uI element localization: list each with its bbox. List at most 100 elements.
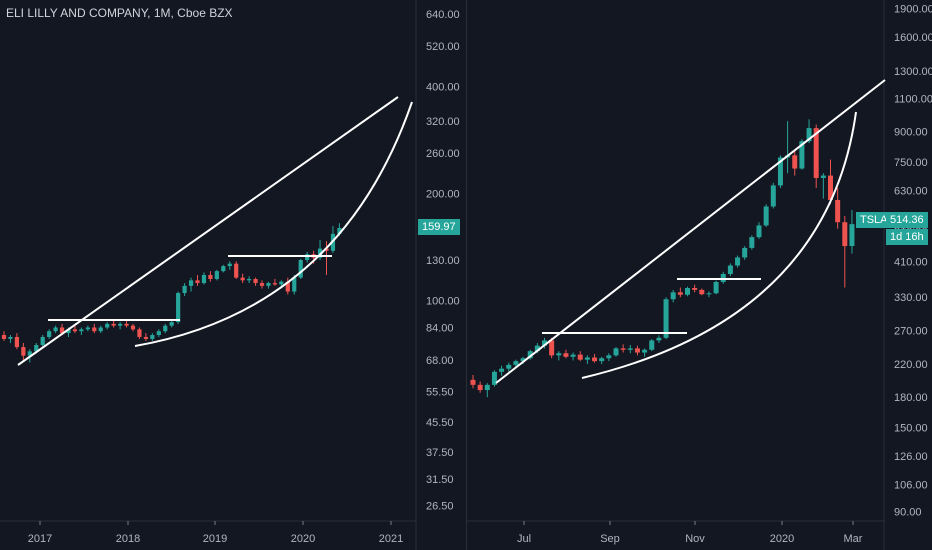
left-candle-30 bbox=[195, 275, 200, 286]
right-candle-body-28 bbox=[670, 292, 676, 300]
left-candle-body-6 bbox=[40, 336, 45, 346]
right-candle-44 bbox=[785, 121, 791, 174]
chart-pane-lly[interactable]: 640.00 520.00 400.00 320.00 260.00 200.00 130.… bbox=[0, 0, 466, 550]
right-candle-37 bbox=[735, 255, 741, 268]
tsla-trendlines bbox=[495, 79, 886, 384]
right-candle-body-34 bbox=[713, 281, 719, 294]
right-candle-body-36 bbox=[727, 265, 733, 274]
right-y-tick-3: 1100.00 bbox=[894, 94, 932, 106]
right-candle-body-32 bbox=[699, 289, 705, 295]
right-candle-body-39 bbox=[749, 237, 755, 248]
left-x-tick-2: 2019 bbox=[203, 533, 227, 545]
right-x-tick-1: Sep bbox=[600, 533, 620, 545]
right-candle-body-17 bbox=[592, 357, 598, 362]
right-candle-body-14 bbox=[570, 354, 576, 357]
right-candle-40 bbox=[756, 222, 762, 239]
left-candle-26 bbox=[169, 320, 174, 328]
right-candle-body-15 bbox=[577, 354, 583, 360]
left-y-tick-0: 640.00 bbox=[426, 9, 460, 21]
tsla-upper-trendline bbox=[495, 79, 886, 384]
left-candle-body-10 bbox=[66, 329, 71, 334]
left-candle-body-22 bbox=[143, 336, 148, 339]
tsla-price-axis[interactable]: 1900.00 1600.00 1300.00 1100.00 900.00 750.00… bbox=[894, 3, 932, 518]
left-y-tick-7: 100.00 bbox=[426, 296, 460, 308]
left-candle-14 bbox=[92, 323, 97, 334]
left-candle-39 bbox=[253, 277, 258, 286]
right-candle-51 bbox=[835, 187, 841, 229]
left-candle-body-29 bbox=[188, 280, 194, 286]
right-candle-16 bbox=[584, 355, 590, 365]
lly-chart-canvas[interactable]: 640.00 520.00 400.00 320.00 260.00 200.00 130.… bbox=[0, 0, 466, 550]
right-candle-28 bbox=[670, 289, 676, 303]
left-y-tick-2: 400.00 bbox=[426, 81, 460, 93]
left-candle-42 bbox=[272, 278, 277, 286]
right-candle-body-38 bbox=[742, 247, 748, 258]
left-candle-body-52 bbox=[337, 227, 342, 234]
right-candle-body-23 bbox=[634, 348, 640, 353]
left-candle-3 bbox=[21, 342, 26, 361]
right-y-tick-12: 180.00 bbox=[894, 392, 928, 404]
tsla-chart-canvas[interactable]: 1900.00 1600.00 1300.00 1100.00 900.00 750.00… bbox=[467, 0, 932, 550]
right-candle-body-7 bbox=[520, 358, 526, 362]
left-candle-34 bbox=[221, 264, 226, 273]
right-candle-body-18 bbox=[599, 358, 605, 362]
left-candle-15 bbox=[98, 325, 103, 334]
left-candle-7 bbox=[47, 329, 52, 339]
left-candle-body-41 bbox=[266, 283, 271, 286]
right-candle-body-22 bbox=[627, 348, 633, 350]
right-x-tick-3: 2020 bbox=[770, 533, 794, 545]
left-candle-body-18 bbox=[118, 323, 123, 326]
left-candle-body-49 bbox=[317, 248, 323, 258]
left-candle-body-9 bbox=[59, 327, 65, 334]
right-candle-3 bbox=[491, 370, 497, 387]
right-candle-body-20 bbox=[613, 348, 619, 356]
right-y-tick-2: 1300.00 bbox=[894, 66, 932, 78]
chart-title: ELI LILLY AND COMPANY, 1M, Cboe BZX bbox=[6, 6, 233, 20]
right-candle-21 bbox=[620, 344, 626, 353]
right-candle-body-31 bbox=[692, 288, 698, 290]
right-candle-body-48 bbox=[813, 128, 819, 178]
left-candle-body-11 bbox=[72, 329, 78, 332]
left-y-tick-10: 55.50 bbox=[426, 387, 454, 399]
last-price-badge: 514.36 bbox=[886, 212, 928, 228]
left-candle-25 bbox=[163, 323, 168, 334]
left-candle-body-43 bbox=[279, 281, 284, 285]
left-candle-body-21 bbox=[137, 329, 142, 337]
left-y-tick-1: 520.00 bbox=[426, 41, 460, 53]
right-y-tick-0: 1900.00 bbox=[894, 3, 932, 15]
left-candle-body-2 bbox=[14, 336, 19, 348]
left-candle-body-38 bbox=[247, 278, 252, 281]
right-candle-body-2 bbox=[484, 384, 490, 391]
right-candle-body-40 bbox=[756, 225, 762, 238]
right-y-tick-8: 410.00 bbox=[894, 256, 928, 268]
left-candle-24 bbox=[156, 329, 161, 337]
lly-time-axis[interactable]: 2017 2018 2019 2020 2021 bbox=[28, 521, 403, 545]
right-y-tick-9: 330.00 bbox=[894, 292, 928, 304]
right-candle-body-24 bbox=[642, 349, 648, 353]
right-y-tick-11: 220.00 bbox=[894, 359, 928, 371]
left-candle-0 bbox=[1, 331, 7, 341]
right-candle-48 bbox=[813, 124, 819, 188]
right-candle-2 bbox=[484, 383, 490, 398]
left-candle-body-37 bbox=[240, 277, 245, 281]
chart-pane-tsla[interactable]: 1900.00 1600.00 1300.00 1100.00 900.00 750.00… bbox=[466, 0, 932, 550]
right-candle-11 bbox=[549, 337, 555, 359]
left-candle-19 bbox=[124, 320, 129, 328]
right-candle-39 bbox=[749, 235, 755, 250]
tsla-time-axis[interactable]: Jul Sep Nov 2020 Mar bbox=[517, 521, 863, 545]
left-candle-40 bbox=[259, 280, 265, 289]
right-x-tick-4: Mar bbox=[844, 533, 863, 545]
left-candle-1 bbox=[8, 335, 13, 343]
right-candle-1 bbox=[477, 381, 483, 393]
right-candle-14 bbox=[570, 352, 576, 361]
right-candle-13 bbox=[563, 349, 569, 359]
right-candle-body-43 bbox=[777, 157, 783, 186]
right-candle-body-27 bbox=[663, 299, 669, 338]
left-candle-body-28 bbox=[182, 285, 187, 294]
lly-price-axis[interactable]: 640.00 520.00 400.00 320.00 260.00 200.00 130.… bbox=[426, 9, 460, 513]
right-candle-body-19 bbox=[606, 355, 612, 359]
right-candle-31 bbox=[692, 284, 698, 293]
right-candle-body-29 bbox=[677, 292, 683, 295]
left-candle-body-31 bbox=[201, 275, 207, 284]
left-candle-body-0 bbox=[1, 335, 7, 339]
